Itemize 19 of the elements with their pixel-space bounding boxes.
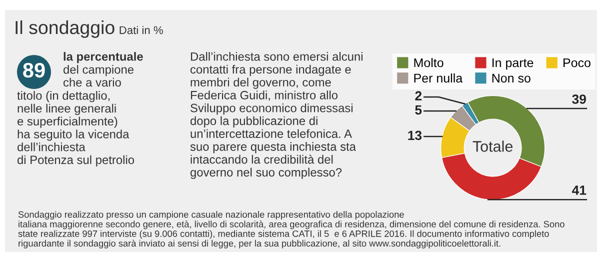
- text: Dall’inchiesta sono emersi alcuni contatti fra persone indagate e membri del governo, come Federica Guidi, ministro allo Sviluppo economico dimessasi dopo la pubblicazione di un’intercettazione telefonica. A suo parere questa inchiesta sta intaccando la credibilità del governo nel suo complesso?: [190, 52, 362, 179]
- text: 89: [23, 62, 45, 78]
- legend-label: Poco: [564, 58, 590, 68]
- text: Il sondaggio: [16, 20, 114, 38]
- data-label: 41: [572, 186, 586, 195]
- text: del campione che a vario: [64, 65, 134, 87]
- legend-label: In parte: [492, 58, 534, 70]
- text: Totale: [472, 140, 513, 152]
- text: Dati in %: [120, 26, 163, 34]
- legend-label: Per nulla: [414, 73, 463, 83]
- text: la percentuale: [64, 52, 143, 64]
- legend-label: Molto: [414, 58, 444, 68]
- text: titolo (in dettaglio, nelle linee generali e superficialmente) ha seguito la vicenda dell’inchiesta di Potenza sul petrolio: [17, 91, 134, 166]
- text: Sondaggio realizzato presso un campione casuale nazionale rappresentativo della popolazione italiana maggiorenne secondo genere, età, livello di scolarità, area geografica di residenza, dimensione del comune di residenza. Sono state realizzate 997 interviste (su 9.006 contatti), mediante sistema CATI, il 5 e 6 APRILE 2016. Il documento informativo completo riguardante il sondaggio sarà inviato ai sensi di legge, per la sua pubblicazione, al sito www.sondaggipoliticoelettorali.it.: [18, 211, 564, 248]
- data-label: 39: [572, 94, 586, 104]
- data-label: 5: [415, 105, 422, 115]
- legend-label: Non so: [492, 74, 530, 83]
- data-label: 2: [415, 91, 422, 100]
- data-label: 13: [408, 130, 422, 140]
